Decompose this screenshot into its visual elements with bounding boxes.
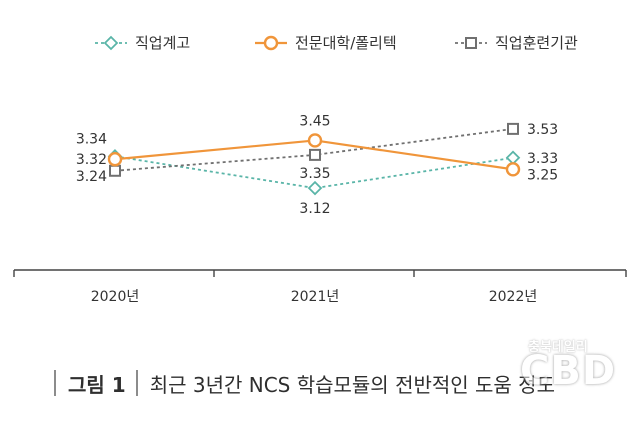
- data-label: 3.12: [299, 201, 330, 217]
- figure-label: 그림 1: [68, 372, 126, 397]
- legend-marker-diamond: [103, 35, 119, 51]
- legend-item-전문대학-폴리텍: 전문대학/폴리텍: [255, 34, 397, 52]
- legend-label: 전문대학/폴리텍: [295, 34, 397, 52]
- series-line: [114, 155, 514, 190]
- data-point-circle: [505, 162, 521, 177]
- line-chart: 직업계고 전문대학/폴리텍 직업훈련기관 2020년 2021년 2022년 3.343…: [13, 34, 627, 305]
- data-label: 3.45: [299, 113, 330, 129]
- series-lines: [107, 122, 521, 196]
- data-point-circle: [307, 133, 323, 148]
- legend-label: 직업계고: [135, 34, 190, 52]
- legend-item-직업계고: 직업계고: [95, 34, 190, 52]
- data-label: 3.25: [527, 167, 558, 183]
- data-point-square: [507, 122, 519, 135]
- series-전문대학-폴리텍: [107, 133, 521, 177]
- data-point-square: [109, 164, 121, 177]
- legend-label: 직업훈련기관: [495, 34, 578, 52]
- caption-divider-right: [135, 370, 138, 396]
- figure-caption: 그림 1 최근 3년간 NCS 학습모듈의 전반적인 도움 정도: [54, 366, 555, 400]
- figure-title: 최근 3년간 NCS 학습모듈의 전반적인 도움 정도: [149, 372, 555, 397]
- data-label: 3.33: [527, 151, 558, 167]
- legend-item-직업훈련기관: 직업훈련기관: [455, 34, 578, 52]
- caption-divider-left: [54, 370, 56, 396]
- legend: 직업계고 전문대학/폴리텍 직업훈련기관: [95, 34, 578, 52]
- x-tick-label: 2021년: [291, 289, 340, 305]
- series-직업훈련기관: [109, 122, 519, 177]
- data-point-diamond: [505, 150, 521, 166]
- data-point-circle: [107, 152, 123, 167]
- x-axis: 2020년 2021년 2022년: [13, 269, 627, 305]
- watermark-main-text: CBD: [520, 348, 617, 394]
- x-tick-label: 2022년: [489, 289, 538, 305]
- data-point-square: [309, 148, 321, 161]
- data-label: 3.24: [76, 169, 107, 185]
- legend-marker-square: [465, 37, 477, 49]
- data-label: 3.32: [76, 152, 107, 168]
- data-label: 3.35: [299, 166, 330, 182]
- data-labels: 3.34 3.12 3.33 3.32 3.45 3.25 3.24 3.35 3.53: [76, 113, 558, 217]
- legend-marker-circle: [263, 35, 279, 51]
- data-point-diamond: [307, 180, 323, 196]
- watermark-logo: 충북데일리 CBD: [520, 336, 620, 406]
- x-tick-label: 2020년: [91, 289, 140, 305]
- series-직업계고: [107, 149, 521, 196]
- data-label: 3.53: [527, 122, 558, 138]
- watermark-top-text: 충북데일리: [528, 340, 588, 355]
- data-label: 3.34: [76, 131, 107, 147]
